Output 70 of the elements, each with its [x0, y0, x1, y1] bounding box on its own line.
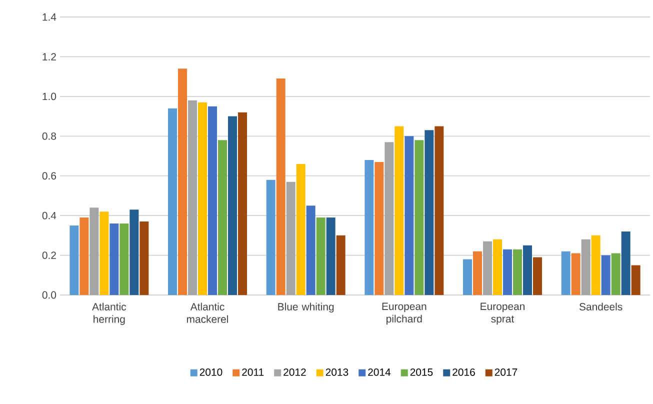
- legend-label: 2014: [368, 368, 391, 376]
- legend-label: 2017: [494, 368, 518, 376]
- bar: [90, 208, 99, 295]
- bar: [120, 224, 129, 295]
- bar: [631, 265, 640, 295]
- legend-label: 2011: [242, 368, 264, 376]
- bar: [100, 212, 109, 295]
- bar: [374, 162, 384, 295]
- bar: [336, 235, 346, 295]
- y-tick-label: 0.2: [42, 252, 56, 259]
- y-tick-label: 0.8: [42, 132, 56, 140]
- bar: [266, 180, 276, 295]
- y-tick-label: 1.4: [42, 13, 56, 21]
- bar: [384, 142, 394, 295]
- bar: [286, 182, 296, 295]
- legend-label: 2010: [200, 368, 222, 376]
- bar: [621, 231, 630, 295]
- x-tick-label: Atlantic herring: [92, 302, 126, 325]
- bar: [130, 210, 139, 295]
- bar: [571, 253, 580, 295]
- x-tick-label: Blue whiting: [278, 302, 334, 313]
- bar: [316, 218, 326, 295]
- bar: [168, 108, 177, 295]
- bar: [404, 136, 414, 295]
- bar: [70, 226, 79, 295]
- y-tick-label: 1.0: [42, 92, 56, 100]
- bar: [561, 251, 570, 295]
- legend-label: 2015: [410, 368, 433, 376]
- bar: [581, 239, 590, 295]
- bar: [533, 257, 542, 295]
- bar: [601, 255, 610, 295]
- legend-label: 2012: [284, 368, 306, 376]
- x-tick-label: Atlantic mackerel: [186, 302, 228, 323]
- bar: [434, 126, 444, 295]
- bar: [591, 235, 600, 295]
- bar: [188, 100, 197, 295]
- bar: [178, 68, 187, 295]
- bar: [218, 140, 227, 295]
- bar: [276, 78, 286, 295]
- bar: [228, 116, 237, 295]
- y-tick-label: 0.0: [42, 291, 56, 299]
- y-tick-label: 0.6: [42, 172, 56, 180]
- bar: [80, 218, 89, 295]
- bar: [208, 106, 217, 295]
- bar: [238, 112, 247, 295]
- legend-label: 2016: [452, 368, 475, 376]
- bar: [424, 130, 434, 295]
- bar: [306, 206, 316, 295]
- bar: [513, 249, 522, 295]
- bar: [326, 218, 336, 295]
- bar: [198, 102, 207, 295]
- bar: [503, 249, 512, 295]
- bar: [463, 259, 472, 295]
- bar: [493, 239, 502, 295]
- bar: [414, 140, 424, 295]
- y-tick-label: 1.2: [42, 53, 56, 60]
- bar: [394, 126, 404, 295]
- bar: [140, 222, 149, 295]
- bar: [364, 160, 374, 295]
- x-tick-label: Sandeels: [579, 302, 622, 310]
- bar: [523, 245, 532, 295]
- legend-label: 2013: [326, 368, 348, 376]
- bar: [473, 251, 482, 295]
- bar: [611, 253, 620, 295]
- bar: [296, 164, 306, 295]
- bar: [110, 224, 119, 295]
- bar: [483, 241, 492, 295]
- y-tick-label: 0.4: [42, 212, 56, 220]
- x-tick-label: European pilchard: [382, 302, 426, 325]
- x-tick-label: European sprat: [480, 302, 524, 325]
